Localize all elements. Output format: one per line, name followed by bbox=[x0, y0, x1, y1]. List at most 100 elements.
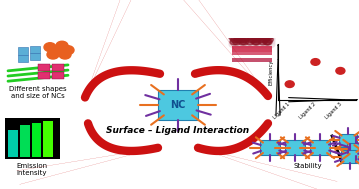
FancyBboxPatch shape bbox=[232, 52, 272, 55]
Circle shape bbox=[255, 38, 265, 45]
FancyBboxPatch shape bbox=[260, 140, 280, 155]
Circle shape bbox=[233, 29, 241, 35]
Circle shape bbox=[232, 40, 242, 48]
Circle shape bbox=[245, 38, 255, 45]
Circle shape bbox=[255, 40, 265, 48]
Circle shape bbox=[234, 39, 242, 45]
Circle shape bbox=[259, 29, 267, 35]
Text: Different shapes
and size of NCs: Different shapes and size of NCs bbox=[9, 86, 67, 99]
Circle shape bbox=[265, 40, 275, 48]
Circle shape bbox=[255, 32, 265, 39]
Circle shape bbox=[240, 32, 248, 38]
Circle shape bbox=[246, 32, 254, 38]
Circle shape bbox=[242, 35, 252, 42]
Circle shape bbox=[258, 34, 266, 40]
FancyBboxPatch shape bbox=[18, 55, 28, 62]
FancyBboxPatch shape bbox=[232, 57, 272, 62]
FancyBboxPatch shape bbox=[32, 123, 41, 157]
Circle shape bbox=[262, 34, 270, 40]
Text: Efficiency: Efficiency bbox=[269, 59, 274, 85]
Circle shape bbox=[267, 29, 275, 35]
Circle shape bbox=[62, 46, 74, 55]
Circle shape bbox=[242, 39, 250, 45]
Circle shape bbox=[232, 35, 242, 42]
Text: Stability: Stability bbox=[294, 163, 322, 169]
Circle shape bbox=[259, 39, 267, 45]
Circle shape bbox=[255, 35, 265, 42]
Circle shape bbox=[232, 32, 242, 39]
Circle shape bbox=[262, 40, 272, 48]
Text: Ligand 2: Ligand 2 bbox=[299, 102, 317, 120]
Circle shape bbox=[239, 38, 249, 45]
Circle shape bbox=[249, 32, 258, 39]
Circle shape bbox=[252, 32, 260, 38]
Circle shape bbox=[238, 39, 246, 45]
FancyBboxPatch shape bbox=[347, 143, 359, 156]
Circle shape bbox=[262, 38, 272, 45]
Circle shape bbox=[252, 34, 260, 40]
Circle shape bbox=[239, 40, 249, 48]
Circle shape bbox=[261, 39, 270, 45]
Circle shape bbox=[252, 32, 262, 39]
Circle shape bbox=[44, 43, 56, 52]
Circle shape bbox=[258, 32, 269, 39]
Circle shape bbox=[264, 32, 272, 38]
FancyBboxPatch shape bbox=[158, 90, 198, 120]
Circle shape bbox=[236, 38, 246, 45]
Circle shape bbox=[256, 29, 264, 35]
Circle shape bbox=[258, 40, 269, 48]
Circle shape bbox=[252, 39, 260, 45]
Circle shape bbox=[265, 34, 272, 40]
Circle shape bbox=[228, 34, 236, 40]
FancyBboxPatch shape bbox=[285, 140, 305, 155]
FancyBboxPatch shape bbox=[339, 134, 357, 147]
Circle shape bbox=[311, 59, 320, 65]
Circle shape bbox=[233, 34, 241, 40]
Circle shape bbox=[236, 32, 246, 39]
Circle shape bbox=[241, 29, 250, 35]
FancyBboxPatch shape bbox=[5, 118, 60, 159]
FancyBboxPatch shape bbox=[52, 72, 64, 79]
Circle shape bbox=[336, 67, 345, 74]
Circle shape bbox=[252, 38, 262, 45]
Circle shape bbox=[261, 37, 269, 43]
FancyBboxPatch shape bbox=[52, 64, 64, 71]
Text: Surface – Ligand Interaction: Surface – Ligand Interaction bbox=[106, 126, 250, 135]
Circle shape bbox=[232, 38, 242, 45]
Circle shape bbox=[230, 29, 238, 35]
Circle shape bbox=[261, 32, 269, 38]
FancyBboxPatch shape bbox=[310, 140, 330, 155]
FancyBboxPatch shape bbox=[8, 130, 18, 157]
Circle shape bbox=[258, 37, 266, 43]
Circle shape bbox=[242, 32, 252, 39]
Circle shape bbox=[248, 37, 256, 43]
Circle shape bbox=[262, 32, 272, 39]
Circle shape bbox=[256, 32, 265, 38]
Circle shape bbox=[241, 32, 249, 38]
Circle shape bbox=[59, 50, 71, 59]
Circle shape bbox=[229, 37, 237, 43]
Circle shape bbox=[250, 37, 258, 43]
Circle shape bbox=[265, 38, 275, 45]
Circle shape bbox=[248, 29, 256, 35]
Text: NC: NC bbox=[170, 100, 186, 110]
Circle shape bbox=[266, 39, 274, 45]
Circle shape bbox=[50, 47, 62, 56]
Circle shape bbox=[247, 39, 255, 45]
Circle shape bbox=[229, 35, 239, 42]
Text: Ligand 3: Ligand 3 bbox=[325, 102, 343, 120]
FancyBboxPatch shape bbox=[30, 53, 40, 60]
Circle shape bbox=[258, 35, 269, 42]
Circle shape bbox=[252, 39, 260, 45]
Circle shape bbox=[249, 29, 257, 35]
Circle shape bbox=[240, 37, 248, 43]
FancyBboxPatch shape bbox=[38, 64, 50, 71]
Circle shape bbox=[233, 32, 241, 38]
Circle shape bbox=[255, 34, 263, 40]
Circle shape bbox=[285, 81, 294, 88]
Circle shape bbox=[249, 35, 258, 42]
Circle shape bbox=[47, 50, 59, 59]
Circle shape bbox=[252, 40, 262, 48]
Circle shape bbox=[229, 40, 239, 48]
Circle shape bbox=[234, 37, 242, 43]
